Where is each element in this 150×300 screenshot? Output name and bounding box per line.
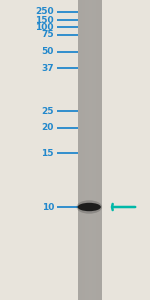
Bar bbox=[101, 0, 102, 300]
Bar bbox=[89, 0, 90, 300]
Bar bbox=[79, 0, 80, 300]
Text: 250: 250 bbox=[35, 8, 54, 16]
Ellipse shape bbox=[76, 200, 102, 214]
Text: 150: 150 bbox=[35, 16, 54, 25]
Bar bbox=[88, 0, 89, 300]
Bar bbox=[80, 0, 82, 300]
Bar bbox=[98, 0, 100, 300]
Text: 15: 15 bbox=[42, 148, 54, 158]
Bar bbox=[94, 0, 95, 300]
Text: 100: 100 bbox=[36, 22, 54, 32]
Text: 20: 20 bbox=[42, 123, 54, 132]
Bar bbox=[91, 0, 92, 300]
Bar bbox=[86, 0, 88, 300]
Text: 25: 25 bbox=[42, 106, 54, 116]
Text: 37: 37 bbox=[41, 64, 54, 73]
Text: 50: 50 bbox=[42, 47, 54, 56]
Bar bbox=[100, 0, 101, 300]
Bar bbox=[82, 0, 83, 300]
Bar bbox=[85, 0, 86, 300]
Text: 75: 75 bbox=[41, 30, 54, 39]
Ellipse shape bbox=[78, 203, 101, 211]
Bar bbox=[96, 0, 97, 300]
Bar bbox=[78, 0, 102, 300]
Bar bbox=[97, 0, 98, 300]
Text: 10: 10 bbox=[42, 202, 54, 211]
Bar bbox=[95, 0, 96, 300]
Bar bbox=[90, 0, 91, 300]
Bar bbox=[92, 0, 94, 300]
Bar bbox=[83, 0, 84, 300]
Bar bbox=[84, 0, 85, 300]
Bar bbox=[78, 0, 79, 300]
